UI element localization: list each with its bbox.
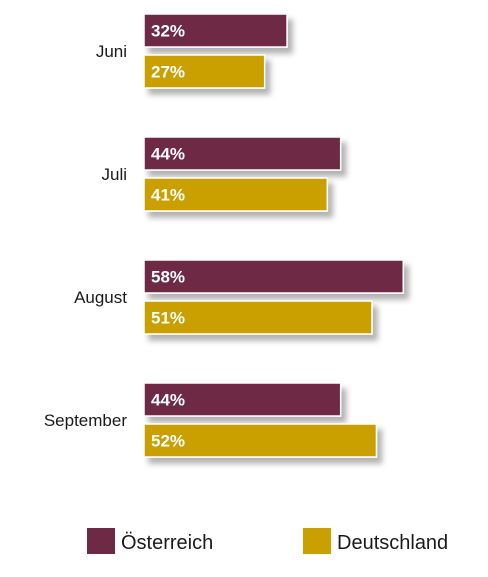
data-label-osterreich-juni: 32% xyxy=(151,22,185,41)
bar-osterreich-juni xyxy=(143,13,288,48)
data-label-osterreich-juli: 44% xyxy=(151,145,185,164)
bar-osterreich-september xyxy=(143,382,342,417)
legend-label-deutschland: Deutschland xyxy=(337,532,448,554)
bar-deutschland-juni xyxy=(143,54,266,89)
bar-osterreich-juli xyxy=(143,136,342,171)
bar-deutschland-juli xyxy=(143,177,329,212)
category-label-juli: Juli xyxy=(101,165,127,184)
data-label-deutschland-juli: 41% xyxy=(151,186,185,205)
bar-deutschland-august xyxy=(143,300,373,335)
legend: Österreich Deutschland xyxy=(87,528,448,554)
bars-layer: Juni 32% 27% Juli 44% 41% August 58% 51% Septembe… xyxy=(44,13,405,458)
legend-swatch-osterreich xyxy=(87,528,115,554)
category-label-juni: Juni xyxy=(96,42,127,61)
bar-osterreich-august xyxy=(143,259,405,294)
data-label-deutschland-august: 51% xyxy=(151,309,185,328)
bar-deutschland-september xyxy=(143,423,378,458)
data-label-deutschland-september: 52% xyxy=(151,432,185,451)
legend-swatch-deutschland xyxy=(303,528,331,554)
category-label-september: September xyxy=(44,411,127,430)
legend-label-osterreich: Österreich xyxy=(121,532,213,554)
category-label-august: August xyxy=(74,288,127,307)
data-label-osterreich-august: 58% xyxy=(151,268,185,287)
data-label-deutschland-juni: 27% xyxy=(151,63,185,82)
data-label-osterreich-september: 44% xyxy=(151,391,185,410)
